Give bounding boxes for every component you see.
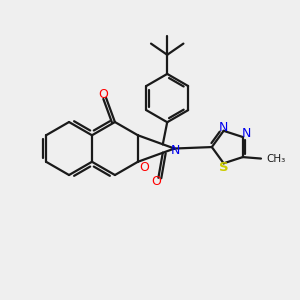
Text: N: N xyxy=(171,143,180,157)
Text: O: O xyxy=(98,88,108,101)
Text: S: S xyxy=(219,161,229,174)
Text: O: O xyxy=(140,160,149,174)
Text: O: O xyxy=(151,176,161,188)
Text: N: N xyxy=(242,127,251,140)
Text: CH₃: CH₃ xyxy=(266,154,286,164)
Text: N: N xyxy=(218,121,228,134)
